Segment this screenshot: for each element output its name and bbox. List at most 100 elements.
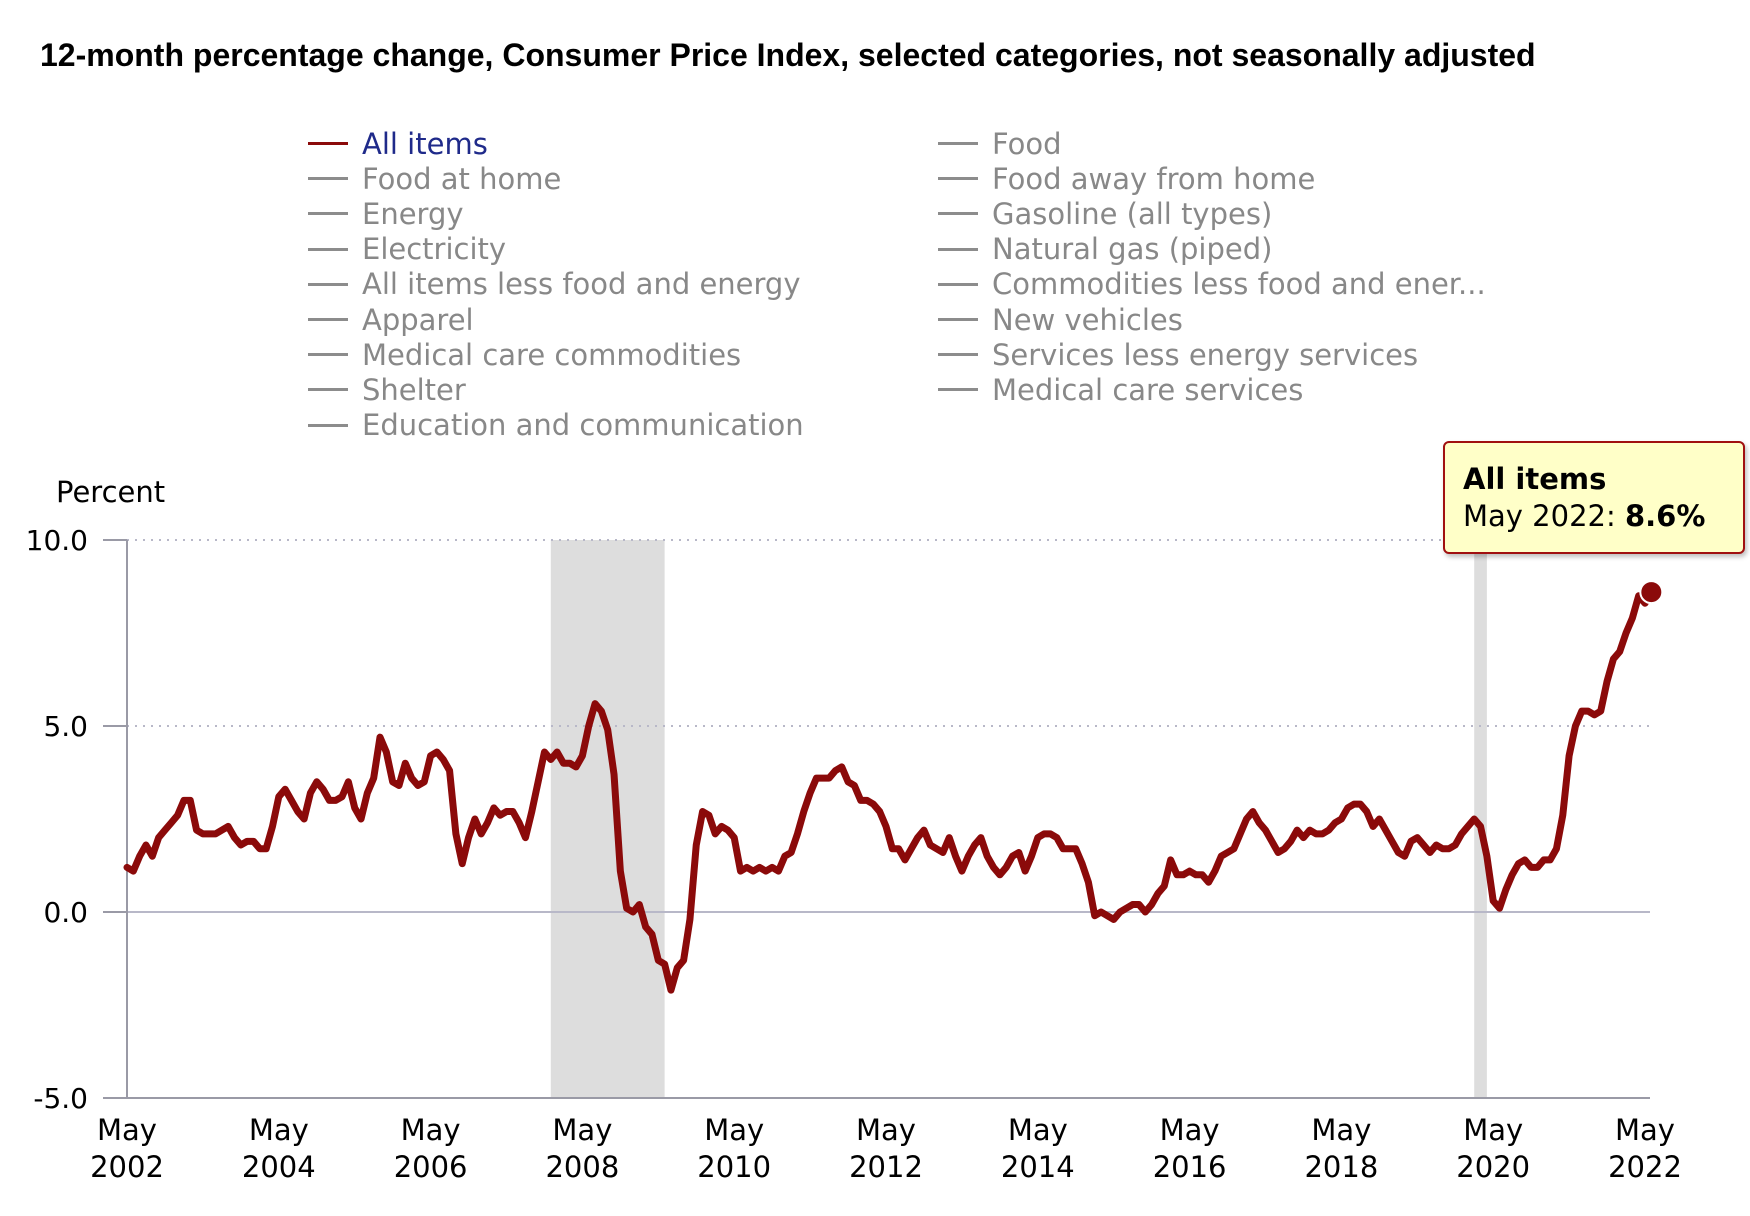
data-point[interactable] [668,987,674,993]
data-point[interactable] [1307,827,1313,833]
data-point[interactable] [934,846,940,852]
data-point[interactable] [744,864,750,870]
data-point[interactable] [674,965,680,971]
data-point[interactable] [769,864,775,870]
data-point[interactable] [1111,916,1117,922]
data-point[interactable] [997,872,1003,878]
data-point[interactable] [1351,801,1357,807]
data-point[interactable] [358,816,364,822]
legend-item-energy[interactable]: Energy [308,196,804,231]
data-point[interactable] [1332,820,1338,826]
data-point[interactable] [1629,615,1635,621]
data-point[interactable] [497,812,503,818]
data-point[interactable] [1010,853,1016,859]
data-point[interactable] [232,835,238,841]
data-point[interactable] [1459,831,1465,837]
data-point[interactable] [377,734,383,740]
data-point[interactable] [775,868,781,874]
data-point[interactable] [567,760,573,766]
data-point[interactable] [1244,816,1250,822]
data-point[interactable] [529,809,535,815]
data-point[interactable] [1294,827,1300,833]
data-point[interactable] [788,849,794,855]
data-point[interactable] [1579,708,1585,714]
data-point[interactable] [124,864,130,870]
data-point[interactable] [149,853,155,859]
data-point[interactable] [1142,909,1148,915]
data-point[interactable] [1288,838,1294,844]
data-point[interactable] [921,827,927,833]
data-point[interactable] [959,868,965,874]
data-point[interactable] [845,779,851,785]
data-point[interactable] [251,838,257,844]
data-point[interactable] [693,842,699,848]
data-point[interactable] [1269,838,1275,844]
data-point[interactable] [782,853,788,859]
legend-item-food-away-from-home[interactable]: Food away from home [938,161,1486,196]
data-point[interactable] [1452,842,1458,848]
data-point[interactable] [1003,864,1009,870]
legend-item-services-less-energy-services[interactable]: Services less energy services [938,337,1486,372]
data-point[interactable] [1060,846,1066,852]
data-point[interactable] [1300,835,1306,841]
data-point[interactable] [1591,712,1597,718]
data-point[interactable] [1212,868,1218,874]
data-point[interactable] [1585,708,1591,714]
data-point[interactable] [206,831,212,837]
data-point[interactable] [965,853,971,859]
data-point[interactable] [1174,872,1180,878]
data-point[interactable] [1168,857,1174,863]
data-point[interactable] [1547,857,1553,863]
data-point[interactable] [333,797,339,803]
data-point[interactable] [1066,846,1072,852]
data-point[interactable] [712,831,718,837]
data-point[interactable] [364,790,370,796]
data-point[interactable] [1446,846,1452,852]
data-point[interactable] [1054,835,1060,841]
data-point[interactable] [725,827,731,833]
data-point[interactable] [156,835,162,841]
data-point[interactable] [1522,857,1528,863]
data-point[interactable] [269,823,275,829]
data-point[interactable] [687,916,693,922]
data-point[interactable] [1370,823,1376,829]
data-point[interactable] [345,779,351,785]
data-point[interactable] [1319,831,1325,837]
data-point[interactable] [168,820,174,826]
data-point[interactable] [535,779,541,785]
data-point[interactable] [870,801,876,807]
data-point[interactable] [946,835,952,841]
data-point[interactable] [1187,868,1193,874]
data-point[interactable] [1250,809,1256,815]
data-point[interactable] [991,864,997,870]
legend-item-medical-care-commodities[interactable]: Medical care commodities [308,337,804,372]
data-point[interactable] [1104,913,1110,919]
data-point[interactable] [1193,872,1199,878]
data-point[interactable] [1225,849,1231,855]
data-point[interactable] [1465,823,1471,829]
data-point[interactable] [510,809,516,815]
data-point[interactable] [719,823,725,829]
data-point[interactable] [820,775,826,781]
data-point[interactable] [617,868,623,874]
data-point[interactable] [681,957,687,963]
data-point[interactable] [1281,846,1287,852]
data-point[interactable] [757,864,763,870]
data-point[interactable] [662,961,668,967]
data-point[interactable] [813,775,819,781]
data-point[interactable] [219,827,225,833]
data-point[interactable] [1604,678,1610,684]
data-point[interactable] [130,868,136,874]
data-point[interactable] [371,775,377,781]
series-line-all-items[interactable] [123,588,1655,994]
data-point[interactable] [1073,846,1079,852]
data-point[interactable] [352,805,358,811]
data-point[interactable] [282,786,288,792]
data-point[interactable] [636,902,642,908]
legend-item-education-and-communication[interactable]: Education and communication [308,408,804,443]
data-point[interactable] [978,835,984,841]
legend-item-all-items-less-food-and-energy[interactable]: All items less food and energy [308,267,804,302]
data-point[interactable] [276,794,282,800]
data-point[interactable] [1598,708,1604,714]
data-point[interactable] [579,753,585,759]
